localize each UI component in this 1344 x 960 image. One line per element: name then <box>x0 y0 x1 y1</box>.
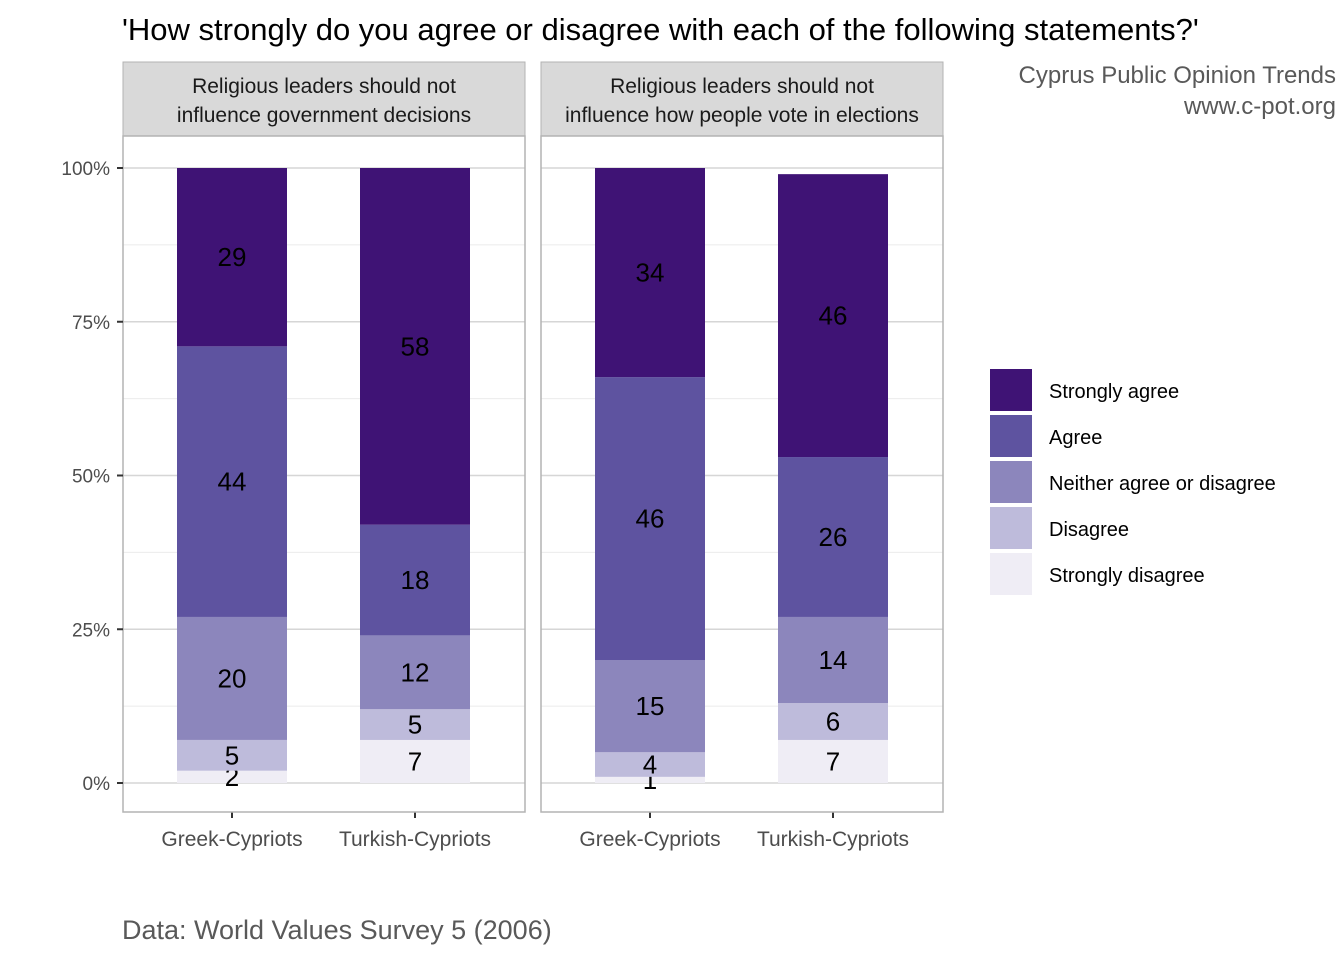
legend: Strongly agree Agree Neither agree or disa… <box>990 369 1276 595</box>
y-tick-label: 100% <box>61 159 110 180</box>
bar-segment <box>360 168 470 525</box>
legend-swatch <box>990 461 1032 503</box>
legend-swatch <box>990 553 1032 595</box>
bar-segment <box>595 776 705 783</box>
panel-border <box>122 135 526 813</box>
legend-item: Neither agree or disagree <box>990 461 1276 503</box>
facet-strip <box>540 61 944 137</box>
facet-panel-2: Religious leaders should not influence ho… <box>540 61 944 851</box>
panels: Religious leaders should not influence go… <box>122 61 944 851</box>
y-tick-label: 25% <box>72 620 110 641</box>
bar-data-label: 58 <box>401 331 430 361</box>
bar-segment <box>177 739 287 771</box>
bar-segment <box>177 770 287 783</box>
bar-data-label: 44 <box>218 467 247 497</box>
legend-item: Agree <box>990 415 1102 457</box>
legend-item: Strongly agree <box>990 369 1179 411</box>
legend-swatch <box>990 369 1032 411</box>
facet-strip-label: influence how people vote in elections <box>565 104 919 127</box>
legend-label: Disagree <box>1049 519 1129 541</box>
bar-segment <box>778 739 888 783</box>
bar-data-label: 7 <box>826 746 840 776</box>
legend-label: Agree <box>1049 427 1102 449</box>
bar-segment <box>595 660 705 753</box>
bar-segment <box>595 168 705 378</box>
bar-data-label: 15 <box>636 691 665 721</box>
bar-segment <box>595 377 705 660</box>
bar-data-label: 18 <box>401 565 430 595</box>
bar-segment <box>595 752 705 777</box>
bar-segment <box>177 616 287 740</box>
bar-data-label: 46 <box>819 301 848 331</box>
bar-data-label: 7 <box>408 746 422 776</box>
bar-segment <box>177 168 287 347</box>
bar-segment <box>177 346 287 617</box>
bar-data-label: 20 <box>218 663 247 693</box>
bar-segment <box>778 174 888 458</box>
credit-line-1: Cyprus Public Opinion Trends <box>1019 62 1336 89</box>
legend-label: Strongly disagree <box>1049 565 1205 587</box>
facet-panel-1: Religious leaders should not influence go… <box>122 61 526 851</box>
facet-strip <box>122 61 526 137</box>
x-tick-label: Greek-Cypriots <box>161 828 302 851</box>
credit-line-2: www.c-pot.org <box>1183 93 1336 120</box>
legend-label: Neither agree or disagree <box>1049 473 1276 495</box>
bar-data-label: 5 <box>225 740 239 770</box>
y-tick-label: 75% <box>72 313 110 334</box>
legend-item: Disagree <box>990 507 1129 549</box>
legend-item: Strongly disagree <box>990 553 1205 595</box>
caption: Data: World Values Survey 5 (2006) <box>122 915 552 945</box>
facet-strip-label: Religious leaders should not <box>610 75 874 98</box>
bar-segment <box>778 616 888 704</box>
x-tick-label: Turkish-Cypriots <box>757 828 909 851</box>
bar-data-label: 29 <box>218 242 247 272</box>
bar-data-label: 12 <box>401 657 430 687</box>
bar-data-label: 4 <box>643 750 657 780</box>
chart-title: 'How strongly do you agree or disagree w… <box>122 12 1199 47</box>
bar-segment <box>360 709 470 740</box>
x-tick-label: Turkish-Cypriots <box>339 828 491 851</box>
facet-strip-label: Religious leaders should not <box>192 75 456 98</box>
panel-border <box>540 135 944 813</box>
y-tick-label: 0% <box>83 774 111 795</box>
x-tick-label: Greek-Cypriots <box>579 828 720 851</box>
bar-data-label: 46 <box>636 504 665 534</box>
facet-strip-label: influence government decisions <box>177 104 471 127</box>
bar-data-label: 26 <box>819 522 848 552</box>
bar-segment <box>360 739 470 783</box>
legend-label: Strongly agree <box>1049 381 1179 403</box>
bar-data-label: 5 <box>408 710 422 740</box>
bar-segment <box>778 457 888 617</box>
y-axis: 0% 25% 50% 75% 100% <box>61 159 123 795</box>
legend-swatch <box>990 415 1032 457</box>
bar-segment <box>360 524 470 636</box>
bar-segment <box>360 635 470 710</box>
bar-data-label: 14 <box>819 645 848 675</box>
y-tick-label: 50% <box>72 467 110 488</box>
bar-data-label: 34 <box>636 258 665 288</box>
legend-swatch <box>990 507 1032 549</box>
bar-data-label: 6 <box>826 707 840 737</box>
bar-segment <box>778 703 888 740</box>
